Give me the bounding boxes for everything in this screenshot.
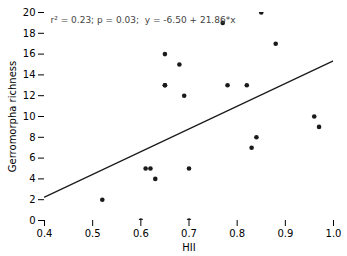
svg-text:0: 0	[29, 215, 35, 226]
svg-text:16: 16	[23, 48, 36, 59]
svg-text:1.0: 1.0	[326, 228, 342, 239]
svg-text:0.6: 0.6	[133, 228, 149, 239]
svg-text:0.7: 0.7	[181, 228, 197, 239]
svg-text:14: 14	[23, 69, 36, 80]
svg-text:18: 18	[23, 28, 36, 39]
svg-text:0.4: 0.4	[37, 228, 53, 239]
svg-text:Gerromorpha richness: Gerromorpha richness	[7, 61, 18, 172]
svg-text:0.9: 0.9	[277, 228, 293, 239]
svg-text:10: 10	[23, 111, 36, 122]
svg-text:4: 4	[29, 173, 35, 184]
svg-text:2: 2	[29, 194, 35, 205]
svg-text:0.5: 0.5	[85, 228, 101, 239]
svg-text:HII: HII	[182, 242, 195, 253]
svg-text:12: 12	[23, 90, 36, 101]
svg-text:6: 6	[29, 152, 35, 163]
svg-text:8: 8	[29, 132, 35, 143]
svg-text:0.8: 0.8	[229, 228, 245, 239]
svg-text:20: 20	[23, 7, 36, 18]
svg-text:r² = 0.23; p = 0.03; y = -6.5: r² = 0.23; p = 0.03; y = -6.50 + 21.86*x	[51, 15, 237, 25]
